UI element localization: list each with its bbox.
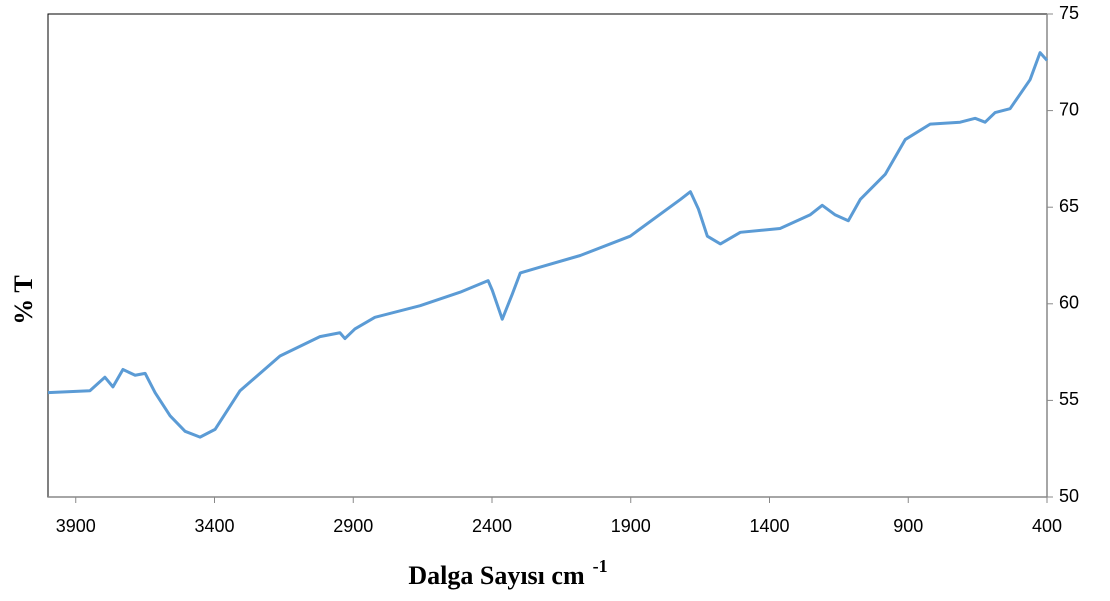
spectrum-line (47, 51, 1049, 439)
y-tick-label: 55 (1059, 389, 1079, 409)
y-tick-label: 50 (1059, 486, 1079, 506)
x-tick-label: 3900 (56, 516, 96, 536)
y-tick-label: 60 (1059, 293, 1079, 313)
x-tick-label: 400 (1032, 516, 1062, 536)
plot-frame (47, 13, 1048, 498)
x-tick-label: 2900 (333, 516, 373, 536)
y-axis-label: % T (9, 275, 38, 324)
x-tick-label: 1400 (749, 516, 789, 536)
x-axis-label-main: Dalga Sayısı cm (408, 561, 585, 590)
x-axis-label-sup: -1 (593, 556, 608, 576)
x-axis-label: Dalga Sayısı cm -1 (408, 556, 607, 590)
y-tick-label: 75 (1059, 3, 1079, 23)
y-tick-label: 65 (1059, 196, 1079, 216)
x-tick-label: 3400 (194, 516, 234, 536)
y-tick-label: 70 (1059, 99, 1079, 119)
x-tick-label: 2400 (472, 516, 512, 536)
x-tick-label: 900 (893, 516, 923, 536)
x-tick-label: 1900 (611, 516, 651, 536)
